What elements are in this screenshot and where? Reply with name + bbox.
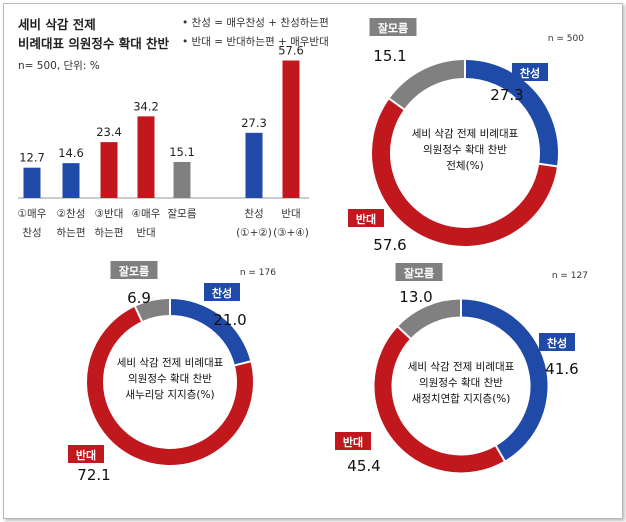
donut-3-slice-1: [460, 299, 548, 461]
donut-3-value-label-3: 13.0: [399, 288, 432, 306]
bar-category-label-6-1: 찬성: [244, 208, 263, 220]
donut-1-center-label-1: 세비 삭감 전제 비례대표: [412, 128, 519, 140]
bar-value-label-6: 27.3: [241, 116, 267, 130]
donut-1-tag-label-3: 잘모름: [378, 22, 408, 35]
donut-3-tag-3: [395, 263, 443, 281]
donut-3-tag-label-1: 찬성: [547, 336, 567, 350]
donut-2-slice-2: [87, 306, 253, 465]
donut-2-separator-2: [233, 360, 252, 367]
bar-chart-subtitle: n= 500, 단위: %: [18, 59, 100, 72]
donut-1-slice-1: [464, 60, 558, 167]
donut-2-value-label-3: 6.9: [127, 289, 151, 307]
bar-value-label-7: 57.6: [278, 44, 304, 58]
bar-value-label-2: 14.6: [58, 146, 84, 160]
donut-1-separator-3: [388, 97, 406, 111]
donut-2-slice-1: [169, 299, 251, 366]
bar-category-label-6-2: (①+②): [236, 227, 272, 239]
bar-category-label-3-1: ③반대: [95, 208, 124, 220]
donut-3-center-label-3: 새정치연합 지지층(%): [412, 393, 511, 405]
donut-2-value-label-1: 21.0: [213, 311, 246, 329]
legend-item-approve: • 찬성 = 매우찬성 + 찬성하는편: [182, 16, 329, 29]
bar-6: [245, 132, 263, 198]
donut-3-tag-label-3: 잘모름: [404, 267, 434, 280]
donut-1-tag-label-1: 찬성: [520, 66, 540, 80]
donut-3-tag-2: [335, 432, 371, 450]
legend-item-oppose: • 반대 = 반대하는편 + 매우반대: [182, 35, 329, 48]
bar-chart-title-line2: 비례대표 의원정수 확대 찬반: [18, 36, 170, 51]
bar-category-label-2-1: ②찬성: [57, 208, 86, 220]
donut-3-slice-2: [374, 326, 505, 473]
donut-1-value-label-1: 27.3: [490, 86, 523, 104]
bar-2: [62, 163, 80, 198]
donut-3-separator-3: [396, 325, 412, 340]
donut-2-tag-1: [204, 283, 240, 301]
donut-2-center-label-3: 새누리당 지지층(%): [125, 389, 214, 401]
donut-3-tag-label-2: 반대: [343, 435, 363, 449]
donut-3-tag-1: [539, 333, 575, 351]
bar-category-label-3-2: 하는편: [95, 226, 124, 239]
bar-category-label-2-2: 하는편: [57, 226, 86, 239]
donut-2-slice-3: [135, 299, 171, 322]
donut-1-n-label: n = 500: [548, 34, 584, 44]
donut-2-center-label-1: 세비 삭감 전제 비례대표: [117, 357, 224, 369]
bar-value-label-4: 34.2: [133, 99, 159, 113]
donut-3-separator-2: [494, 444, 506, 463]
bar-chart-title-line1: 세비 삭감 전제: [18, 17, 96, 32]
bar-7: [282, 60, 300, 198]
donut-2-tag-label-3: 잘모름: [119, 265, 149, 278]
donut-3-center-label-2: 의원정수 확대 찬반: [419, 376, 503, 389]
donut-1-center-label-3: 전체(%): [446, 160, 484, 172]
donut-1-value-label-2: 57.6: [373, 236, 406, 254]
donut-1-tag-2: [348, 209, 384, 227]
bar-1: [23, 167, 41, 198]
donut-2-n-label: n = 176: [240, 268, 276, 278]
donut-3-center-label-1: 세비 삭감 전제 비례대표: [408, 361, 515, 373]
bar-category-label-7-1: 반대: [281, 208, 300, 220]
donut-3-value-label-2: 45.4: [347, 457, 380, 475]
bar-category-label-1-2: 찬성: [22, 227, 41, 239]
bar-category-label-4-1: ④매우: [132, 208, 161, 220]
bar-category-label-7-2: (③+④): [273, 227, 309, 239]
donut-1-slice-2: [372, 98, 558, 246]
bar-value-label-5: 15.1: [169, 145, 195, 159]
donut-1-slice-3: [389, 60, 466, 110]
bar-category-label-1-1: ①매우: [18, 208, 47, 220]
bar-category-label-4-2: 반대: [136, 227, 155, 239]
donut-2-separator-3: [133, 305, 144, 323]
donut-3-slice-3: [397, 299, 462, 339]
donut-2-tag-2: [68, 445, 104, 463]
donut-2-center-label-2: 의원정수 확대 찬반: [128, 372, 212, 385]
donut-1-center-label-2: 의원정수 확대 찬반: [423, 143, 507, 156]
bar-5: [173, 161, 191, 198]
bar-category-label-5-1: 잘모름: [168, 208, 197, 220]
donut-1-tag-1: [512, 63, 548, 81]
donut-1-separator-2: [538, 162, 559, 168]
donut-2-tag-label-1: 찬성: [212, 286, 232, 300]
bar-value-label-1: 12.7: [19, 151, 45, 165]
donut-2-tag-label-2: 반대: [76, 448, 96, 462]
donut-3-n-label: n = 127: [552, 271, 588, 281]
donut-2-tag-3: [110, 261, 158, 279]
bar-value-label-3: 23.4: [96, 125, 122, 139]
bar-4: [137, 116, 155, 198]
bar-3: [100, 142, 118, 198]
donut-1-tag-label-2: 반대: [356, 212, 376, 226]
donut-2-value-label-2: 72.1: [77, 466, 110, 484]
donut-1-value-label-3: 15.1: [373, 47, 406, 65]
donut-1-tag-3: [369, 18, 417, 36]
donut-3-value-label-1: 41.6: [545, 360, 578, 378]
